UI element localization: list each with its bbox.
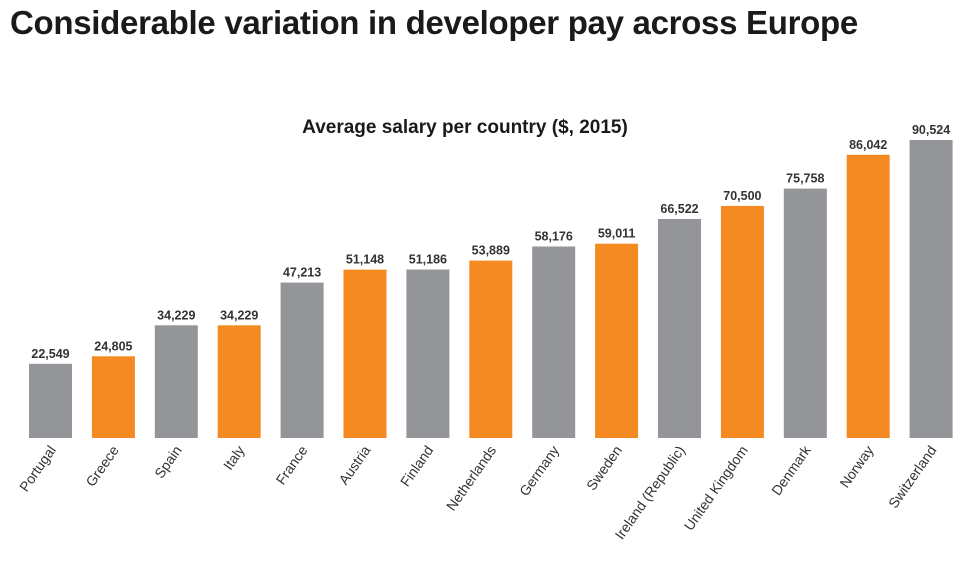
category-labels-group: Portugal Greece Spain Italy France Austria Fin… <box>16 442 940 543</box>
bar-germany <box>532 246 576 438</box>
bar-ireland-republic <box>658 219 701 438</box>
value-label-italy: 34,229 <box>220 308 258 322</box>
bar-united-kingdom <box>720 205 764 438</box>
category-label-sweden: Sweden <box>583 443 625 494</box>
bar-sweden <box>595 243 639 438</box>
value-labels-group: 22,549 24,805 34,229 34,229 47,213 51,148 51,1… <box>31 123 950 361</box>
bar-finland <box>406 269 450 438</box>
category-label-germany: Germany <box>516 443 562 499</box>
category-label-ireland-republic: Ireland (Republic) <box>611 443 687 543</box>
value-label-sweden: 59,011 <box>598 227 636 241</box>
value-label-greece: 24,805 <box>94 339 132 353</box>
value-label-ireland-republic: 66,522 <box>660 202 698 216</box>
value-label-netherlands: 53,889 <box>472 244 510 258</box>
page-headline: Considerable variation in developer pay … <box>10 4 858 41</box>
category-label-france: France <box>272 442 310 487</box>
value-label-norway: 86,042 <box>849 138 887 152</box>
bar-portugal <box>29 363 72 438</box>
bar-austria <box>343 269 387 438</box>
category-label-united-kingdom: United Kingdom <box>681 443 751 534</box>
category-label-austria: Austria <box>335 442 373 487</box>
value-label-germany: 58,176 <box>535 230 573 244</box>
chart-title: Average salary per country ($, 2015) <box>302 117 628 138</box>
value-label-denmark: 75,758 <box>786 172 824 186</box>
bar-spain <box>154 325 198 438</box>
category-label-finland: Finland <box>397 443 436 490</box>
value-label-austria: 51,148 <box>346 253 384 267</box>
value-label-portugal: 22,549 <box>31 347 69 361</box>
bar-italy <box>217 325 261 438</box>
bar-greece <box>91 356 135 438</box>
category-label-greece: Greece <box>82 442 122 489</box>
category-label-denmark: Denmark <box>768 442 814 499</box>
category-label-italy: Italy <box>220 443 248 473</box>
bar-netherlands <box>469 260 513 438</box>
value-label-finland: 51,186 <box>409 253 447 267</box>
bar-switzerland <box>909 140 953 438</box>
category-label-switzerland: Switzerland <box>885 443 940 511</box>
category-label-norway: Norway <box>836 443 876 491</box>
value-label-united-kingdom: 70,500 <box>723 189 761 203</box>
value-label-switzerland: 90,524 <box>912 123 950 137</box>
category-label-netherlands: Netherlands <box>443 443 499 514</box>
bar-denmark <box>783 188 827 438</box>
bar-france <box>280 282 324 438</box>
bar-norway <box>846 154 890 439</box>
category-label-portugal: Portugal <box>16 443 59 495</box>
value-label-france: 47,213 <box>283 266 321 280</box>
value-label-spain: 34,229 <box>157 308 195 322</box>
bars-group <box>29 140 953 439</box>
category-label-spain: Spain <box>151 443 185 482</box>
